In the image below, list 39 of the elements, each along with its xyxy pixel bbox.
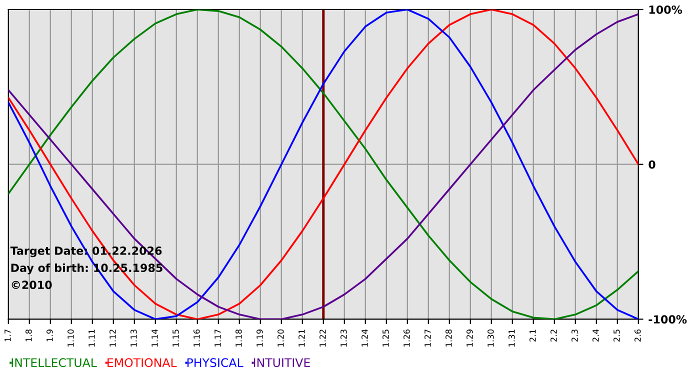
x-tick-label: 1.9 <box>46 330 53 342</box>
y-tick-label: -100% <box>648 315 687 324</box>
x-tick-label: 1.11 <box>88 330 95 347</box>
x-tick-label: 1.10 <box>68 329 74 347</box>
x-tick-label: 1.24 <box>362 329 368 347</box>
x-tick-label: 1.18 <box>236 329 242 347</box>
x-tick-label: 2.1 <box>530 330 536 342</box>
x-tick-label: 1.22 <box>320 330 326 347</box>
x-tick-label: 1.31 <box>508 330 515 347</box>
x-tick-label: 1.15 <box>172 330 179 347</box>
annotation: ©2010 <box>12 280 52 290</box>
x-tick-label: 2.6 <box>634 329 641 342</box>
x-tick-label: 1.14 <box>152 329 158 347</box>
x-tick-label: 1.20 <box>278 329 284 347</box>
x-tick-label: 1.19 <box>256 330 263 347</box>
x-tick-label: 1.21 <box>298 330 305 347</box>
x-tick-label: 2.3 <box>572 330 578 342</box>
x-tick-label: 1.30 <box>488 329 494 347</box>
y-tick-label: 0 <box>648 160 656 169</box>
x-tick-label: 1.27 <box>424 330 431 347</box>
x-tick-label: 1.16 <box>194 329 200 347</box>
x-tick-label: 1.12 <box>110 330 116 347</box>
x-tick-label: 1.26 <box>404 329 410 347</box>
x-tick-label: 1.29 <box>466 330 473 347</box>
x-tick-label: 1.13 <box>130 330 137 347</box>
y-tick-label: 100% <box>649 5 682 14</box>
legend-label: PHYSICAL <box>187 358 244 368</box>
x-tick-label: 1.7 <box>4 330 11 342</box>
x-tick-label: 2.5 <box>614 330 620 342</box>
legend-label: EMOTIONAL <box>108 358 177 368</box>
x-tick-label: 1.17 <box>214 330 221 347</box>
x-tick-label: 1.8 <box>26 329 32 342</box>
legend-label: INTUITIVE <box>254 358 310 368</box>
x-tick-label: 2.4 <box>592 329 599 342</box>
x-tick-label: 2.2 <box>550 330 557 342</box>
x-tick-label: 1.23 <box>340 330 347 347</box>
x-tick-label: 1.28 <box>446 329 452 347</box>
x-tick-label: 1.25 <box>382 330 389 347</box>
legend-label: INTELLECTUAL <box>12 358 97 368</box>
